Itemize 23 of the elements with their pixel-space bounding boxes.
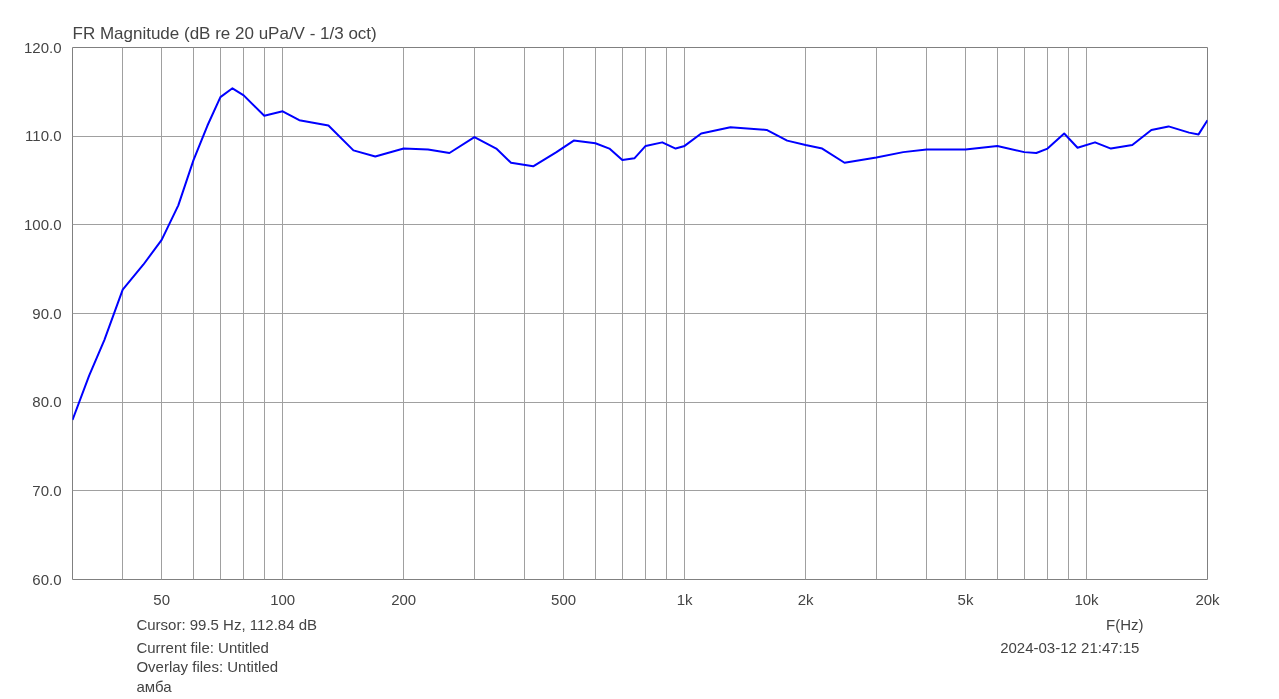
y-tick-label: 60.0: [32, 570, 62, 588]
chart-title: FR Magnitude (dB re 20 uPa/V - 1/3 oct): [72, 23, 377, 43]
x-tick-label: 5k: [957, 590, 974, 608]
x-tick-label: 1k: [676, 590, 693, 608]
y-tick-label: 100.0: [23, 215, 62, 233]
text: амба: [136, 678, 173, 695]
y-tick-label: 70.0: [32, 481, 62, 499]
x-tick-label: 20k: [1195, 590, 1221, 608]
x-axis-title: F(Hz): [1106, 616, 1144, 633]
x-tick-label: 100: [270, 590, 296, 608]
y-tick-label: 90.0: [32, 304, 62, 322]
text: Overlay files: Untitled: [136, 658, 279, 675]
x-tick-label: 10k: [1074, 590, 1100, 608]
x-tick-label: 200: [391, 590, 417, 608]
text: 2024-03-12 21:47:15: [1000, 639, 1140, 656]
text: Current file: Untitled: [136, 639, 269, 656]
x-tick-label: 500: [551, 590, 577, 608]
y-tick-label: 80.0: [32, 393, 62, 411]
y-tick-label: 110.0: [25, 127, 62, 145]
text: Cursor: 99.5 Hz, 112.84 dB: [136, 616, 318, 633]
y-tick-label: 120.0: [23, 38, 62, 56]
x-tick-label: 2k: [797, 590, 814, 608]
x-tick-label: 50: [153, 590, 171, 608]
